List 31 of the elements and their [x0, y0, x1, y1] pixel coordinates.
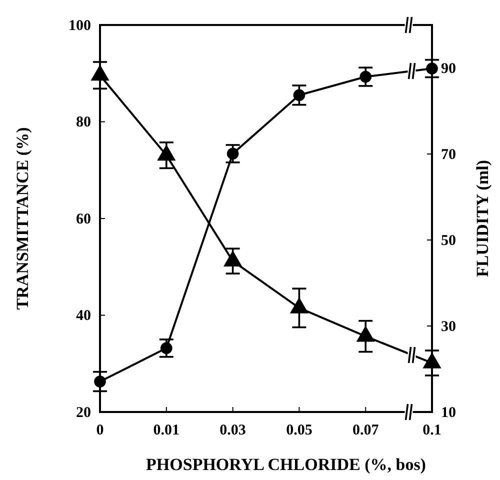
y2-tick-label: 10: [441, 404, 456, 421]
point: [360, 70, 372, 83]
x-tick-label: 0.01: [153, 422, 180, 438]
x-axis-title: PHOSPHORYL CHLORIDE (%, bos): [146, 455, 426, 474]
y-tick-label: 100: [68, 18, 91, 34]
x-tick-label: 0.07: [352, 422, 380, 438]
point: [226, 148, 239, 160]
y-axis-title: TRANSMITTANCE (%): [13, 127, 32, 310]
y2-axis-title: FLUIDITY (ml): [473, 160, 492, 277]
x-tick-label: 0.03: [220, 422, 246, 438]
point: [160, 342, 172, 354]
y-tick-label: 40: [76, 308, 91, 324]
point: [290, 297, 309, 314]
x-tick-label: 0: [96, 422, 104, 438]
point: [293, 89, 306, 102]
y2-tick-label: 90: [441, 60, 456, 77]
point: [356, 326, 375, 342]
point: [90, 64, 110, 81]
point: [223, 250, 242, 266]
y2-tick-label: 50: [441, 232, 456, 249]
y-tick-label: 80: [76, 114, 91, 131]
y-tick-label: 60: [76, 211, 91, 228]
point: [94, 376, 106, 388]
point: [422, 352, 442, 368]
point: [426, 62, 438, 74]
y2-tick-label: 30: [441, 318, 456, 335]
y-tick-label: 20: [76, 404, 91, 421]
x-tick-label: 0.05: [286, 422, 312, 438]
x-tick-label: 0.1: [422, 422, 442, 438]
y2-tick-label: 70: [441, 146, 456, 163]
point: [157, 144, 176, 161]
